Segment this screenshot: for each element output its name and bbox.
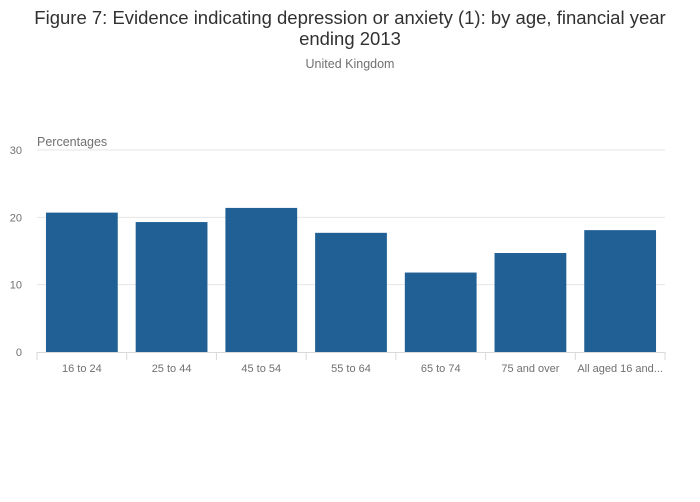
bar[interactable]: 55 to 64: 17.7	[315, 232, 387, 352]
y-tick-label: 0	[16, 347, 22, 359]
bar[interactable]: All aged 16 and...: 18.1	[584, 230, 657, 352]
x-tick-label: 25 to 44	[152, 363, 192, 375]
x-tick-label: 45 to 54	[241, 363, 281, 375]
x-tick-label: 55 to 64	[331, 363, 371, 375]
x-tick-label: 75 and over	[501, 363, 559, 375]
y-tick-label: 10	[10, 280, 22, 292]
x-tick-label: All aged 16 and...	[577, 363, 663, 375]
bar[interactable]: 16 to 24: 20.7	[45, 212, 118, 352]
bar[interactable]: 45 to 54: 21.4	[225, 207, 298, 352]
y-tick-label: 20	[10, 212, 22, 224]
bar[interactable]: 75 and over: 14.7	[494, 253, 567, 352]
x-tick-label: 16 to 24	[62, 363, 102, 375]
axes: 0 10 20 30 16 to 24 25 to 44 45 to 54 55 to 64 6…	[10, 145, 666, 375]
chart-title: Figure 7: Evidence indicating depression…	[34, 7, 666, 49]
y-axis-label: Percentages	[37, 135, 108, 149]
chart-subtitle: United Kingdom	[305, 57, 395, 71]
x-tick-label: 65 to 74	[421, 363, 461, 375]
bar[interactable]: 25 to 44: 19.3	[135, 222, 208, 352]
y-tick-label: 30	[10, 145, 22, 157]
bar[interactable]: 65 to 74: 11.8	[404, 272, 477, 352]
bars: 16 to 24: 20.725 to 44: 19.345 to 54: 21…	[45, 207, 657, 352]
